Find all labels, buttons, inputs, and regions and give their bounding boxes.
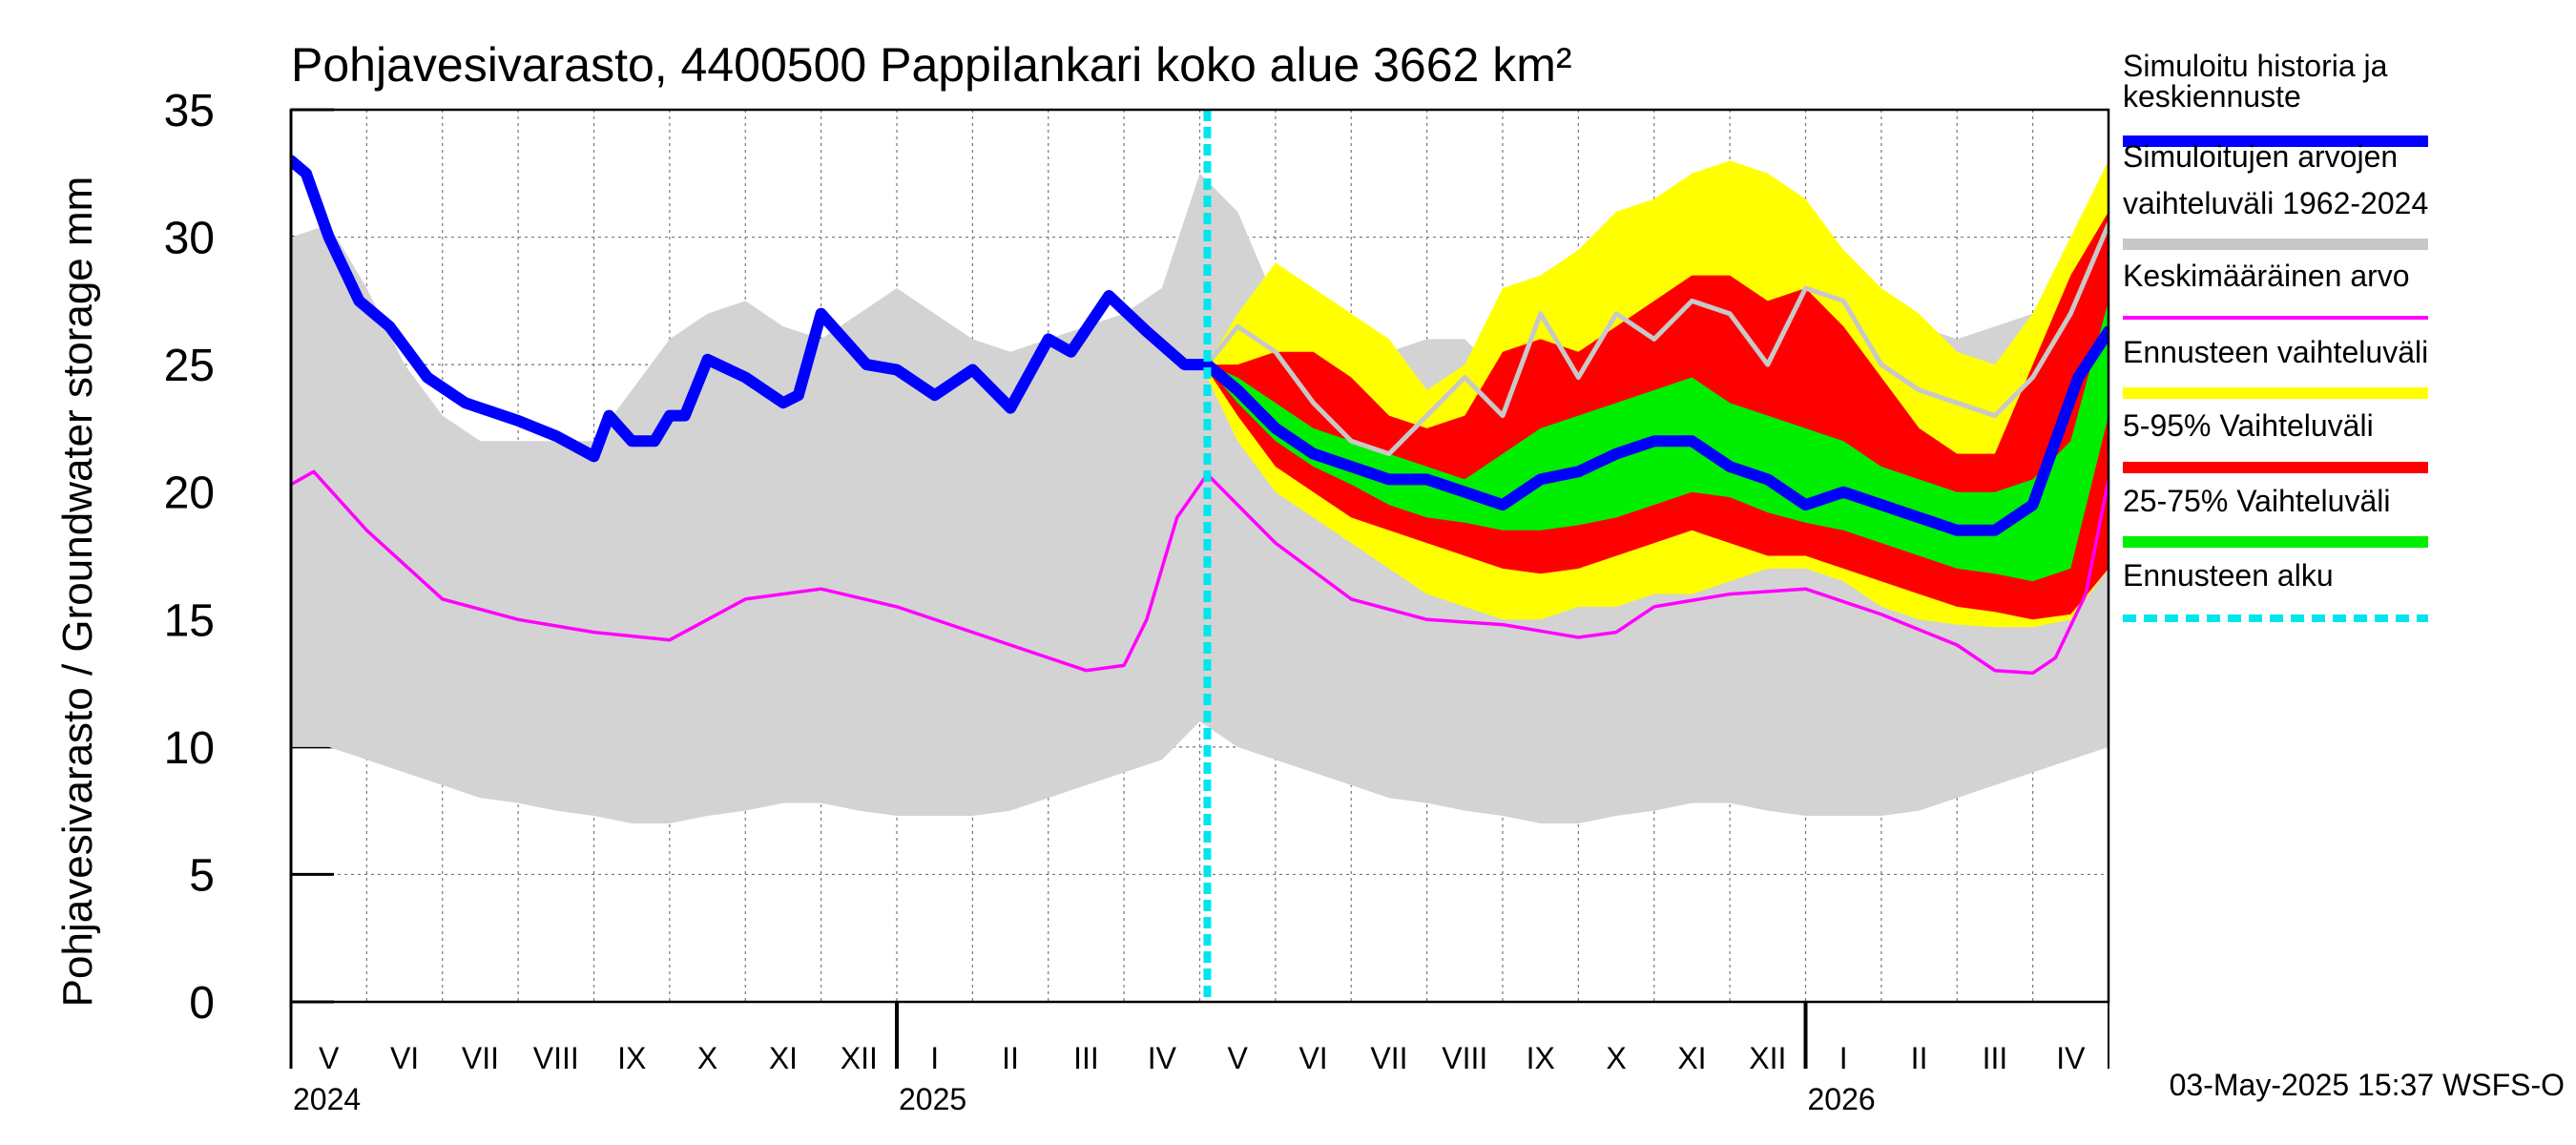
legend-label: Simuloitujen arvojen — [2123, 139, 2398, 174]
x-tick-label: VII — [462, 1041, 499, 1075]
x-tick-label: XII — [1749, 1041, 1786, 1075]
y-tick-label: 5 — [189, 850, 215, 901]
x-tick-label: XII — [841, 1041, 878, 1075]
legend-label: 5-95% Vaihteluväli — [2123, 408, 2374, 443]
y-axis-label: Pohjavesivarasto / Groundwater storage m… — [54, 177, 101, 1008]
y-tick-label: 15 — [164, 595, 215, 646]
legend-label: vaihteluväli 1962-2024 — [2123, 186, 2428, 220]
x-tick-label: I — [1839, 1041, 1848, 1075]
x-tick-label: III — [1073, 1041, 1099, 1075]
x-tick-label: V — [1228, 1041, 1249, 1075]
legend-label: 25-75% Vaihteluväli — [2123, 484, 2390, 518]
x-tick-label: VI — [1298, 1041, 1327, 1075]
y-tick-label: 0 — [189, 978, 215, 1029]
x-tick-label: I — [930, 1041, 939, 1075]
footer-timestamp: 03-May-2025 15:37 WSFS-O — [2170, 1068, 2565, 1102]
y-tick-label: 10 — [164, 723, 215, 774]
plot-area: V VI VII VIII IX X XI XII I II III IV V VI VII VIII IX X X… — [164, 86, 2110, 1116]
y-tick-label: 20 — [164, 468, 215, 519]
y-tick-label: 30 — [164, 214, 215, 264]
x-tick-label: XI — [1677, 1041, 1706, 1075]
x-tick-label: VI — [390, 1041, 419, 1075]
legend-label: Ennusteen alku — [2123, 558, 2334, 593]
legend-label: Keskimääräinen arvo — [2123, 259, 2410, 293]
year-label: 2025 — [899, 1082, 966, 1116]
x-tick-label: VII — [1370, 1041, 1407, 1075]
line-series — [1204, 221, 2109, 457]
x-tick-label: X — [697, 1041, 717, 1075]
x-tick-label: II — [1911, 1041, 1928, 1075]
band-series — [291, 173, 2109, 824]
legend-label: Simuloitu historia ja — [2123, 49, 2388, 83]
x-tick-label: IX — [617, 1041, 646, 1075]
line-series — [291, 155, 2109, 536]
x-tick-label: IV — [1148, 1041, 1177, 1075]
x-tick-label: IV — [2056, 1041, 2086, 1075]
x-tick-label: II — [1002, 1041, 1019, 1075]
legend-label: keskiennuste — [2123, 79, 2301, 114]
y-tick-label: 35 — [164, 86, 215, 136]
x-tick-label: XI — [769, 1041, 798, 1075]
year-label: 2026 — [1808, 1082, 1876, 1116]
x-tick-label: III — [1983, 1041, 2008, 1075]
year-label: 2024 — [293, 1082, 361, 1116]
x-tick-label: IX — [1527, 1041, 1555, 1075]
x-tick-label: X — [1606, 1041, 1626, 1075]
legend-label: Ennusteen vaihteluväli — [2123, 335, 2428, 369]
y-tick-label: 25 — [164, 341, 215, 391]
series-group — [291, 155, 2109, 824]
x-tick-label: VIII — [1442, 1041, 1487, 1075]
x-tick-label: VIII — [533, 1041, 579, 1075]
chart-title: Pohjavesivarasto, 4400500 Pappilankari k… — [291, 38, 1572, 92]
x-tick-label: V — [319, 1041, 340, 1075]
